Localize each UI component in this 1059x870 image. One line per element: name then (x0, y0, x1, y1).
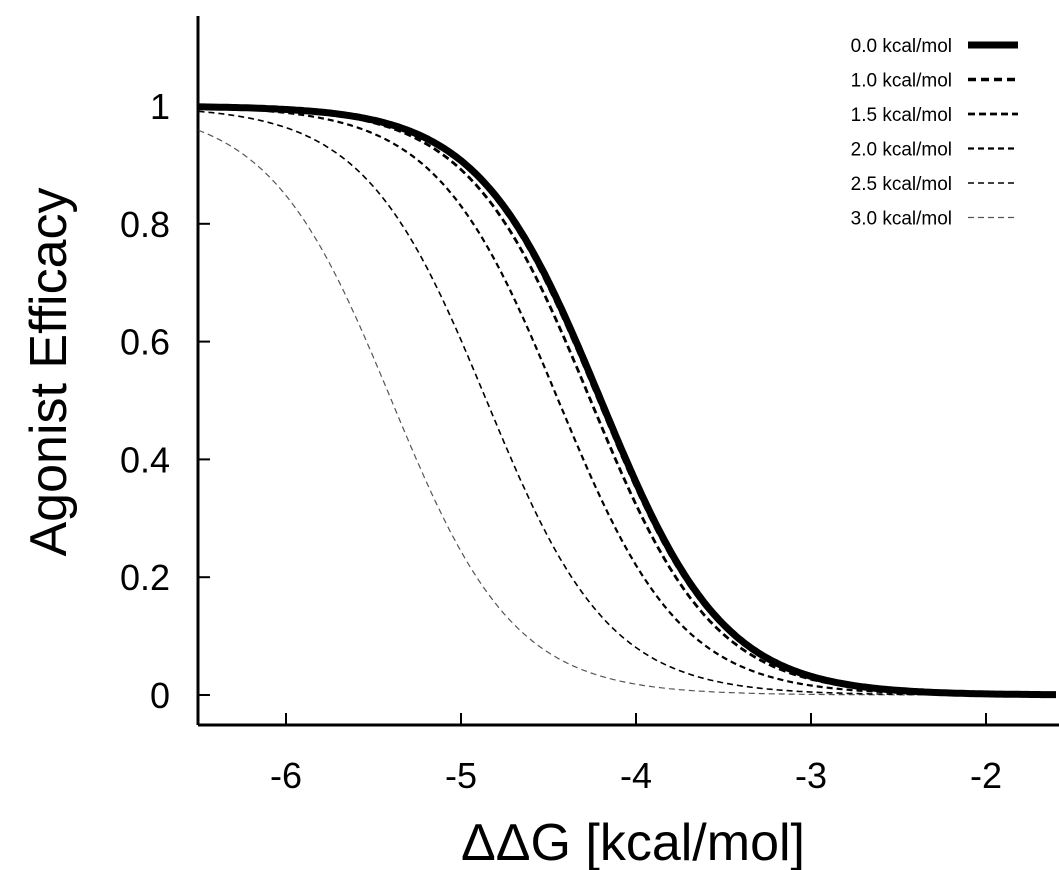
x-tick-label: -6 (270, 755, 302, 796)
x-tick-label: -4 (620, 755, 652, 796)
legend-label: 1.5 kcal/mol (851, 105, 952, 126)
series-line (198, 103, 1056, 699)
legend: 0.0 kcal/mol 1.0 kcal/mol 1.5 kcal/mol 2.0 … (851, 36, 1018, 230)
x-tick-label: -5 (445, 755, 477, 796)
legend-label: 3.0 kcal/mol (851, 209, 952, 230)
legend-label: 0.0 kcal/mol (851, 36, 952, 57)
series-line (198, 110, 1056, 696)
y-axis-title: Agonist Efficacy (20, 187, 78, 556)
axes (196, 16, 1059, 727)
y-tick-label: 0.8 (120, 204, 170, 245)
x-tick-label: -3 (795, 755, 827, 796)
y-tick-label: 0.6 (120, 322, 170, 363)
x-tick-label: -2 (970, 755, 1002, 796)
legend-label: 1.0 kcal/mol (851, 71, 952, 92)
series-line (198, 105, 1056, 697)
y-tick-label: 1 (150, 86, 170, 127)
y-tick-label: 0.2 (120, 557, 170, 598)
y-ticks: 0 0.2 0.4 0.6 0.8 1 (120, 86, 210, 716)
y-tick-label: 0.4 (120, 439, 170, 480)
series-lines (198, 103, 1057, 699)
series-line (198, 105, 1057, 697)
series-line (198, 106, 1056, 696)
x-ticks: -6 -5 -4 -3 -2 (270, 713, 1002, 796)
x-axis-title: ΔΔG [kcal/mol] (461, 814, 805, 870)
y-tick-label: 0 (150, 675, 170, 716)
legend-label: 2.5 kcal/mol (851, 174, 952, 195)
legend-label: 2.0 kcal/mol (851, 140, 952, 161)
